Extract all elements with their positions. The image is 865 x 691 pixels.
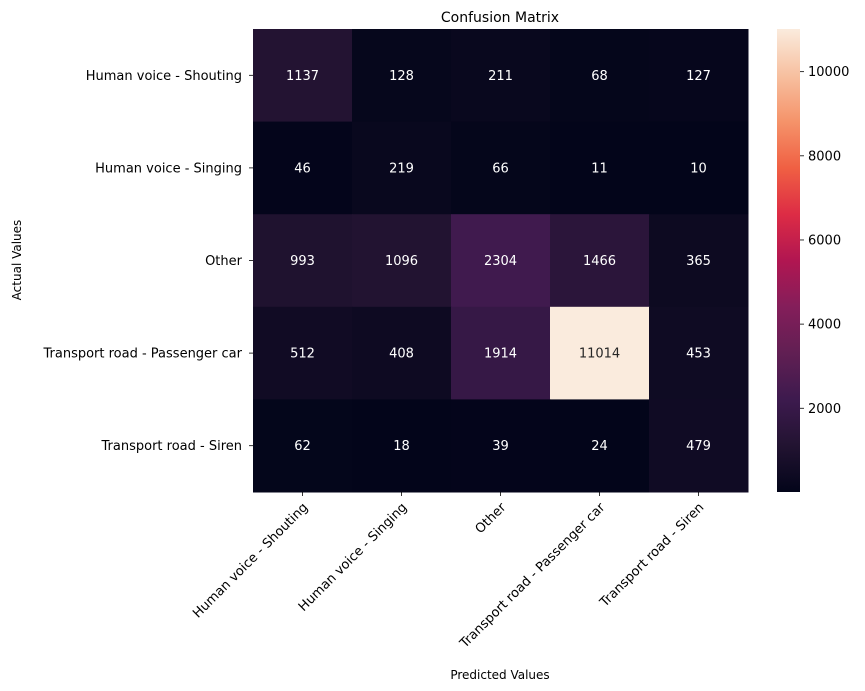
heatmap-cell-r2-c1 (352, 214, 452, 308)
heatmap-cell-r0-c2 (451, 29, 551, 123)
heatmap-cell-r4-c2 (451, 399, 551, 493)
cell-value-label: 39 (492, 439, 509, 454)
cell-value-label: 68 (591, 69, 608, 84)
y-axis-label: Actual Values (10, 220, 24, 301)
cell-value-label: 66 (492, 161, 509, 176)
cell-value-label: 62 (294, 439, 311, 454)
x-tick-label: Human voice - Singing (296, 500, 410, 614)
y-tick-label: Other (205, 254, 243, 269)
cell-value-label: 211 (488, 69, 513, 84)
colorbar-tick-label: 2000 (808, 402, 841, 417)
heatmap-cell-r4-c4 (649, 399, 749, 493)
cell-value-label: 479 (686, 439, 711, 454)
cell-value-label: 1096 (385, 254, 418, 269)
heatmap-cell-r4-c0 (253, 399, 353, 493)
cell-value-label: 18 (393, 439, 410, 454)
colorbar-ticks: 2000 4000 6000 8000 10000 (800, 65, 849, 417)
heatmap-cell-r3-c4 (649, 306, 749, 400)
cell-value-label: 408 (389, 347, 414, 362)
cell-value-label: 993 (290, 254, 315, 269)
colorbar-tick-label: 8000 (808, 149, 841, 164)
heatmap-cell-r3-c3 (550, 306, 650, 400)
heatmap-cell-r0-c0 (253, 29, 353, 123)
x-tick-label: Human voice - Shouting (190, 500, 311, 621)
colorbar-tick-label: 10000 (808, 65, 849, 80)
cell-value-label: 2304 (484, 254, 517, 269)
heatmap-cell-r0-c1 (352, 29, 452, 123)
cell-value-label: 1137 (286, 69, 319, 84)
cell-annotations: 1137 128 211 68 127 46 219 66 11 10 993 1096 2304 146… (286, 69, 711, 454)
y-tick-label: Transport road - Siren (101, 439, 242, 454)
heatmap-cell-r2-c4 (649, 214, 749, 308)
y-tick-label: Transport road - Passenger car (42, 347, 242, 362)
heatmap-cell-r2-c3 (550, 214, 650, 308)
colorbar-tick-label: 6000 (808, 233, 841, 248)
cell-value-label: 11 (591, 161, 608, 176)
cell-value-label: 46 (294, 161, 311, 176)
x-axis-label: Predicted Values (450, 668, 549, 682)
x-tick-label: Other (473, 500, 510, 537)
y-tick-label: Human voice - Shouting (86, 69, 242, 84)
heatmap-cell-r2-c2 (451, 214, 551, 308)
cell-value-label: 512 (290, 347, 315, 362)
cell-value-label: 219 (389, 161, 414, 176)
y-axis-ticks: Human voice - Shouting Human voice - Sing… (42, 69, 253, 454)
cell-value-label: 24 (591, 439, 608, 454)
colorbar (777, 29, 800, 492)
heatmap-cell-r1-c4 (649, 121, 749, 215)
cell-value-label: 10 (690, 161, 707, 176)
heatmap-cell-r3-c1 (352, 306, 452, 400)
heatmap-cell-r3-c0 (253, 306, 353, 400)
cell-value-label: 453 (686, 347, 711, 362)
cell-value-label: 11014 (579, 347, 620, 362)
heatmap-cell-r2-c0 (253, 214, 353, 308)
heatmap-cells (253, 29, 749, 493)
cell-value-label: 1914 (484, 347, 517, 362)
colorbar-tick-label: 4000 (808, 318, 841, 333)
heatmap-cell-r4-c3 (550, 399, 650, 493)
cell-value-label: 365 (686, 254, 711, 269)
cell-value-label: 128 (389, 69, 414, 84)
heatmap-cell-r1-c2 (451, 121, 551, 215)
cell-value-label: 1466 (583, 254, 616, 269)
heatmap-cell-r1-c1 (352, 121, 452, 215)
heatmap-cell-r3-c2 (451, 306, 551, 400)
chart-title: Confusion Matrix (441, 10, 559, 26)
y-tick-label: Human voice - Singing (95, 161, 242, 176)
heatmap-cell-r1-c3 (550, 121, 650, 215)
heatmap-cell-r0-c4 (649, 29, 749, 123)
cell-value-label: 127 (686, 69, 711, 84)
heatmap-cell-r0-c3 (550, 29, 650, 123)
x-tick-label: Transport road - Siren (597, 500, 708, 611)
heatmap-cell-r4-c1 (352, 399, 452, 493)
heatmap-cell-r1-c0 (253, 121, 353, 215)
